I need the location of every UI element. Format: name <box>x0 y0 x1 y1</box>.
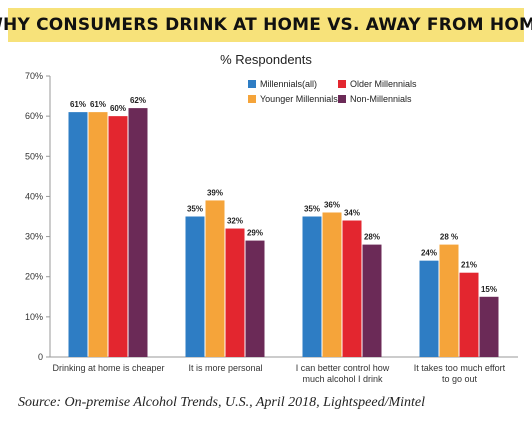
title-banner: WHY CONSUMERS DRINK AT HOME VS. AWAY FRO… <box>0 8 532 42</box>
data-label: 60% <box>110 104 126 113</box>
legend-label: Younger Millennials <box>260 94 338 104</box>
legend-swatch <box>338 80 346 88</box>
y-tick-label: 30% <box>25 232 43 242</box>
y-tick-label: 20% <box>25 272 43 282</box>
data-label: 61% <box>90 100 106 109</box>
data-label: 36% <box>324 200 340 209</box>
source-note: Source: On-premise Alcohol Trends, U.S.,… <box>18 395 426 410</box>
bar <box>128 108 148 357</box>
data-label: 28% <box>364 233 380 242</box>
y-tick-label: 0 <box>38 352 43 362</box>
bar <box>419 260 439 357</box>
bar <box>479 296 499 357</box>
y-tick-label: 10% <box>25 312 43 322</box>
bar <box>439 244 459 357</box>
y-tick-label: 50% <box>25 151 43 161</box>
data-label: 39% <box>207 188 223 197</box>
data-label: 35% <box>187 205 203 214</box>
legend-swatch <box>248 95 256 103</box>
data-label: 34% <box>344 209 360 218</box>
bar <box>68 112 88 357</box>
data-label: 28 % <box>440 233 458 242</box>
bar <box>185 216 205 357</box>
data-label: 61% <box>70 100 86 109</box>
y-tick-label: 60% <box>25 111 43 121</box>
x-tick-label: much alcohol I drink <box>302 374 383 384</box>
legend-label: Millennials(all) <box>260 79 317 89</box>
bar <box>108 116 128 358</box>
data-label: 21% <box>461 261 477 270</box>
bar <box>88 112 108 357</box>
x-tick-label: It is more personal <box>188 363 262 373</box>
data-label: 24% <box>421 249 437 258</box>
bar <box>302 216 322 357</box>
bar <box>205 200 225 357</box>
legend-label: Older Millennials <box>350 79 417 89</box>
bar <box>245 240 265 357</box>
bar <box>342 220 362 357</box>
data-label: 32% <box>227 217 243 226</box>
x-tick-label: to go out <box>442 374 478 384</box>
data-label: 15% <box>481 285 497 294</box>
bar <box>459 272 479 357</box>
chart-title: WHY CONSUMERS DRINK AT HOME VS. AWAY FRO… <box>0 15 532 35</box>
bar <box>322 212 342 357</box>
chart-subtitle: % Respondents <box>220 52 312 67</box>
data-label: 35% <box>304 205 320 214</box>
x-tick-label: Drinking at home is cheaper <box>52 363 164 373</box>
y-tick-label: 70% <box>25 71 43 81</box>
legend-label: Non-Millennials <box>350 94 412 104</box>
legend-swatch <box>338 95 346 103</box>
x-tick-label: I can better control how <box>296 363 390 373</box>
x-tick-label: It takes too much effort <box>414 363 506 373</box>
data-label: 62% <box>130 96 146 105</box>
bar <box>362 244 382 357</box>
bar <box>225 228 245 357</box>
y-tick-label: 40% <box>25 191 43 201</box>
legend-swatch <box>248 80 256 88</box>
data-label: 29% <box>247 229 263 238</box>
